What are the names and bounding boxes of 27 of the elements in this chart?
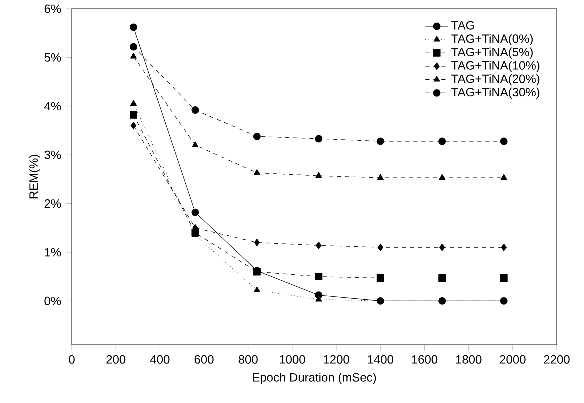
legend-label: TAG+TiNA(20%) [452,74,540,86]
legend-label: TAG+TiNA(5%) [452,48,533,59]
x-axis-title: Epoch Duration (mSec) [253,373,376,384]
y-tick-label: 6% [44,4,62,14]
y-tick-label: 0% [44,296,62,306]
y-tick-label: 1% [45,248,62,257]
x-tick-label: 600 [194,355,214,364]
y-tick-label: 3% [44,150,62,160]
x-tick-label: 2000 [500,355,526,364]
legend-label: TAG+TiNA(30%) [452,88,540,100]
y-axis-title: REM(%) [29,155,40,199]
x-tick-label: 400 [150,355,170,364]
x-tick-label: 2200 [544,355,570,364]
y-tick-label: 2% [44,200,62,208]
y-tick-label: 5% [44,53,62,62]
x-tick-label: 800 [238,355,258,364]
x-tick-label: 0 [69,355,75,364]
legend-label: TAG+TiNA(0%) [452,34,533,46]
legend-label: TAG [452,21,474,30]
legend-label: TAG+TiNA(10%) [452,61,540,72]
x-tick-label: 1200 [324,355,350,364]
x-tick-label: 1400 [368,355,394,364]
y-tick-label: 4% [44,102,62,111]
x-tick-label: 1600 [412,355,438,364]
x-tick-label: 1800 [456,355,482,364]
x-tick-label: 1000 [280,355,306,364]
x-tick-label: 200 [106,355,126,364]
